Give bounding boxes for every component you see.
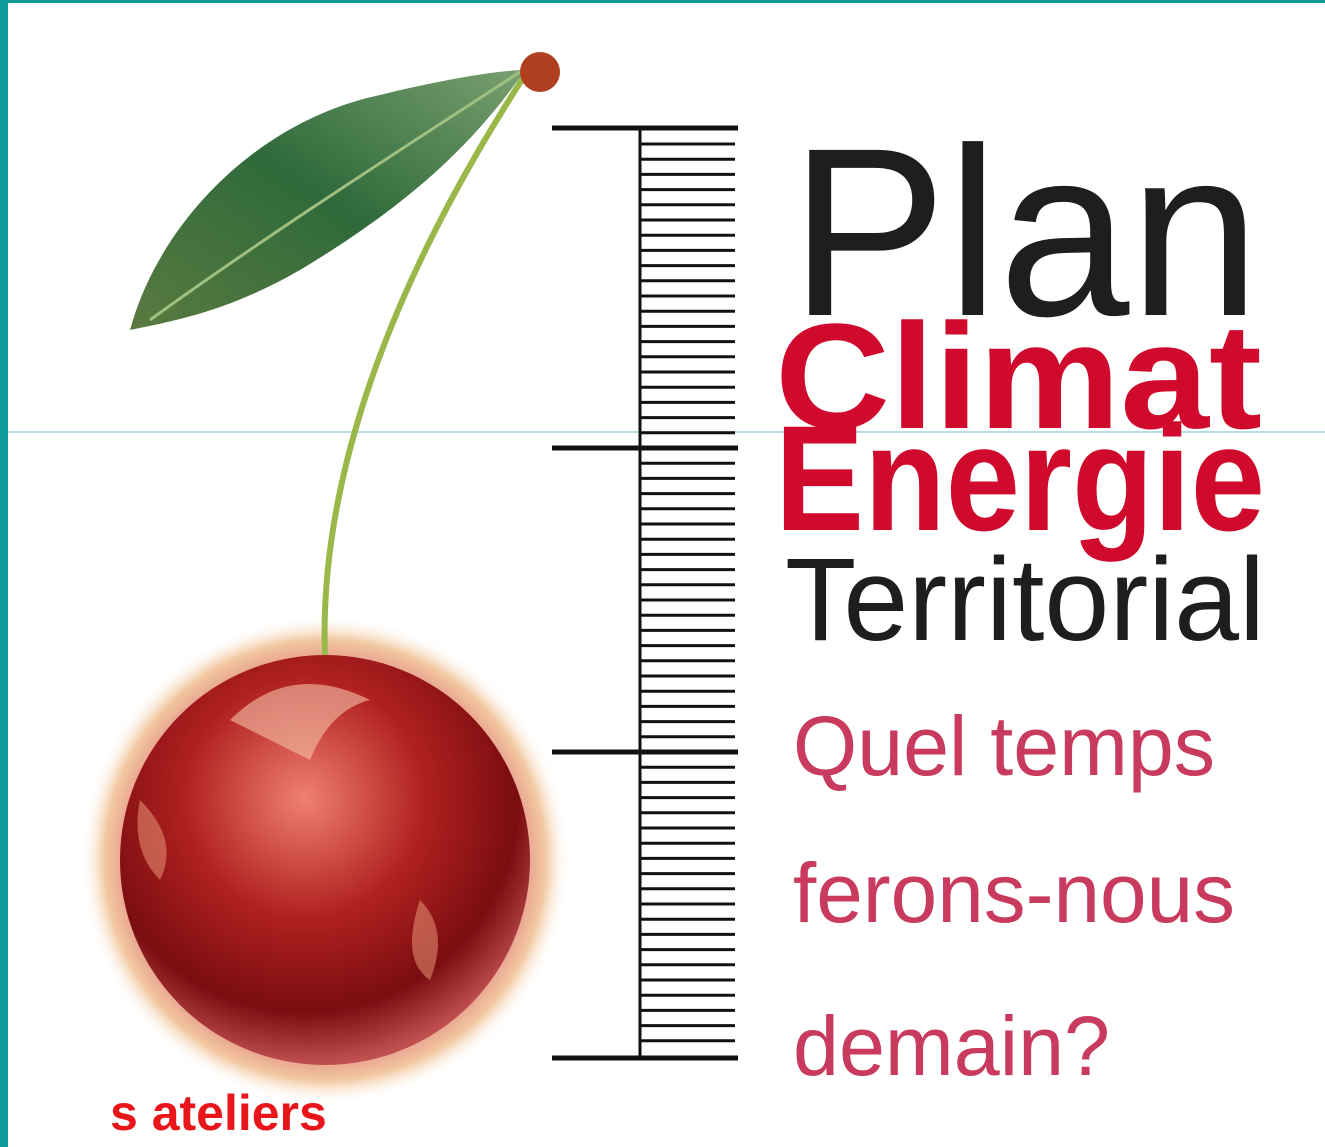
tagline-line: demain? [793,999,1110,1093]
top-border [0,0,1325,3]
title-territorial: Territorial [785,534,1265,666]
left-border [0,0,8,1147]
tagline-line: ferons-nous [793,846,1235,940]
page: Plan Climat Energie Territorial Quel tem… [0,0,1325,1147]
logo-image [80,52,570,1105]
ruler [552,128,738,1058]
link-text[interactable]: s ateliers [110,1085,327,1141]
tagline-line: Quel temps [793,699,1215,793]
stem-tip [520,52,560,92]
